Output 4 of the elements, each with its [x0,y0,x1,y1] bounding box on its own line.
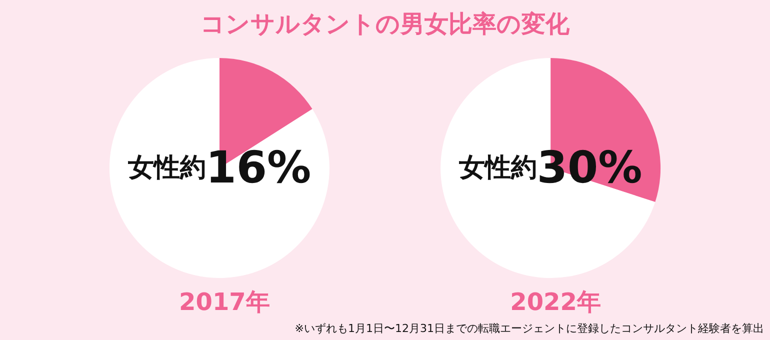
text: 2022年 [510,288,601,316]
text: コンサルタントの男女比率の変化 [200,9,570,40]
text: ※いずれも1月1日〜12月31日までの転職エージェントに登録したコンサルタント経験者を算出 [294,321,764,336]
text: 2017年 [179,288,270,316]
